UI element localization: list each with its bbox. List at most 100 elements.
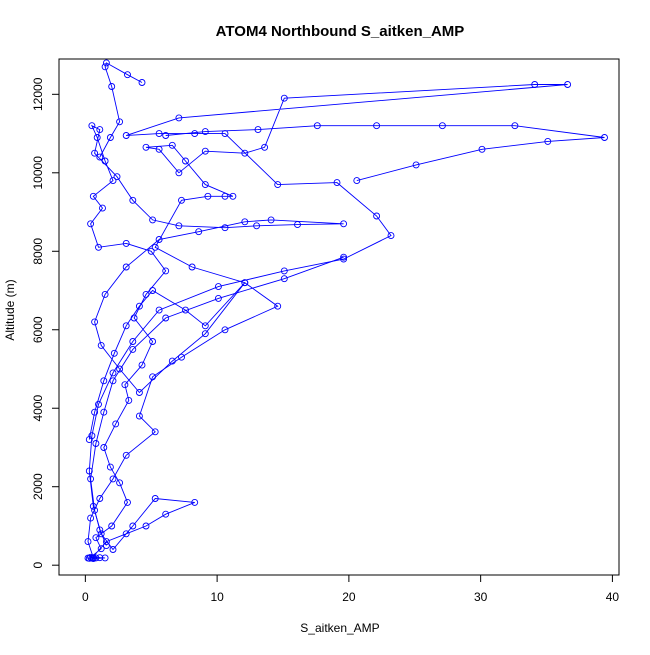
data-point bbox=[191, 130, 199, 138]
chart-title: ATOM4 Northbound S_aitken_AMP bbox=[216, 23, 465, 40]
x-tick-label: 30 bbox=[474, 590, 488, 604]
data-point bbox=[138, 361, 146, 369]
series-2 bbox=[84, 279, 282, 562]
x-tick-label: 10 bbox=[210, 590, 224, 604]
data-point bbox=[91, 506, 99, 514]
data-point bbox=[274, 302, 282, 310]
data-point bbox=[125, 396, 133, 404]
data-point bbox=[85, 467, 93, 475]
data-point bbox=[91, 318, 99, 326]
y-tick-label: 0 bbox=[31, 562, 45, 569]
data-point bbox=[142, 522, 150, 530]
data-point bbox=[178, 196, 185, 204]
data-point bbox=[121, 381, 129, 389]
data-point bbox=[116, 365, 124, 373]
data-point bbox=[92, 440, 100, 447]
data-point bbox=[101, 290, 109, 298]
data-point bbox=[204, 192, 212, 200]
data-point bbox=[564, 81, 572, 88]
data-point bbox=[109, 475, 117, 483]
data-point bbox=[102, 542, 110, 550]
data-point bbox=[142, 143, 150, 151]
data-point bbox=[116, 479, 124, 487]
data-point bbox=[149, 338, 157, 345]
data-point bbox=[87, 514, 95, 522]
x-tick-label: 20 bbox=[342, 590, 356, 604]
data-point bbox=[229, 192, 237, 200]
data-point bbox=[135, 412, 143, 420]
data-point bbox=[201, 322, 209, 330]
series-line bbox=[165, 125, 605, 182]
data-point bbox=[478, 145, 486, 153]
data-point bbox=[438, 122, 446, 130]
data-point bbox=[110, 349, 118, 357]
data-point bbox=[201, 181, 209, 189]
data-point bbox=[122, 132, 130, 139]
data-point bbox=[100, 408, 108, 416]
data-point bbox=[109, 177, 117, 185]
series-5 bbox=[87, 253, 348, 550]
data-point bbox=[175, 222, 183, 230]
data-point bbox=[274, 181, 282, 189]
data-point bbox=[89, 554, 97, 562]
data-point bbox=[84, 538, 92, 546]
data-point bbox=[112, 420, 120, 428]
series-layer bbox=[84, 59, 608, 562]
data-point bbox=[511, 122, 519, 130]
data-point bbox=[109, 377, 117, 385]
data-point bbox=[129, 522, 137, 530]
data-point bbox=[122, 451, 130, 459]
data-point bbox=[151, 243, 159, 251]
data-point bbox=[147, 247, 155, 255]
data-point bbox=[106, 463, 114, 471]
data-point bbox=[87, 475, 95, 483]
y-tick-label: 10000 bbox=[31, 156, 45, 190]
data-point bbox=[113, 173, 121, 181]
data-point bbox=[601, 134, 608, 141]
data-point bbox=[101, 554, 109, 562]
data-point bbox=[101, 157, 109, 165]
data-point bbox=[122, 322, 130, 330]
data-point bbox=[178, 353, 185, 361]
data-point bbox=[162, 132, 170, 139]
data-point bbox=[116, 118, 124, 126]
plot-frame bbox=[58, 58, 620, 576]
data-point bbox=[280, 94, 288, 102]
series-4 bbox=[96, 59, 146, 161]
data-point bbox=[162, 510, 170, 518]
data-point bbox=[96, 126, 104, 134]
data-point bbox=[122, 263, 130, 271]
data-point bbox=[97, 545, 105, 553]
data-point bbox=[92, 534, 100, 542]
data-point bbox=[101, 63, 109, 71]
data-point bbox=[108, 83, 116, 90]
y-axis-label: Altitude (m) bbox=[3, 279, 17, 340]
data-point bbox=[162, 314, 170, 322]
data-point bbox=[387, 232, 395, 240]
data-point bbox=[175, 169, 183, 177]
data-point bbox=[191, 498, 199, 506]
data-point bbox=[340, 220, 348, 228]
data-point bbox=[151, 428, 159, 436]
data-point bbox=[353, 177, 361, 185]
data-point bbox=[221, 192, 229, 200]
data-point bbox=[267, 216, 275, 224]
y-tick-label: 2000 bbox=[31, 473, 45, 500]
data-point bbox=[221, 326, 229, 334]
data-point bbox=[182, 157, 189, 165]
data-point bbox=[531, 81, 539, 88]
data-point bbox=[129, 338, 137, 345]
data-point bbox=[91, 149, 99, 157]
series-line bbox=[87, 282, 279, 558]
data-point bbox=[155, 130, 163, 138]
data-point bbox=[201, 330, 209, 338]
data-point bbox=[182, 306, 189, 314]
data-point bbox=[221, 224, 229, 232]
data-point bbox=[373, 122, 381, 130]
data-point bbox=[254, 126, 262, 134]
data-point bbox=[544, 137, 552, 145]
data-point bbox=[313, 122, 321, 130]
data-point bbox=[280, 267, 288, 275]
data-point bbox=[122, 239, 130, 247]
